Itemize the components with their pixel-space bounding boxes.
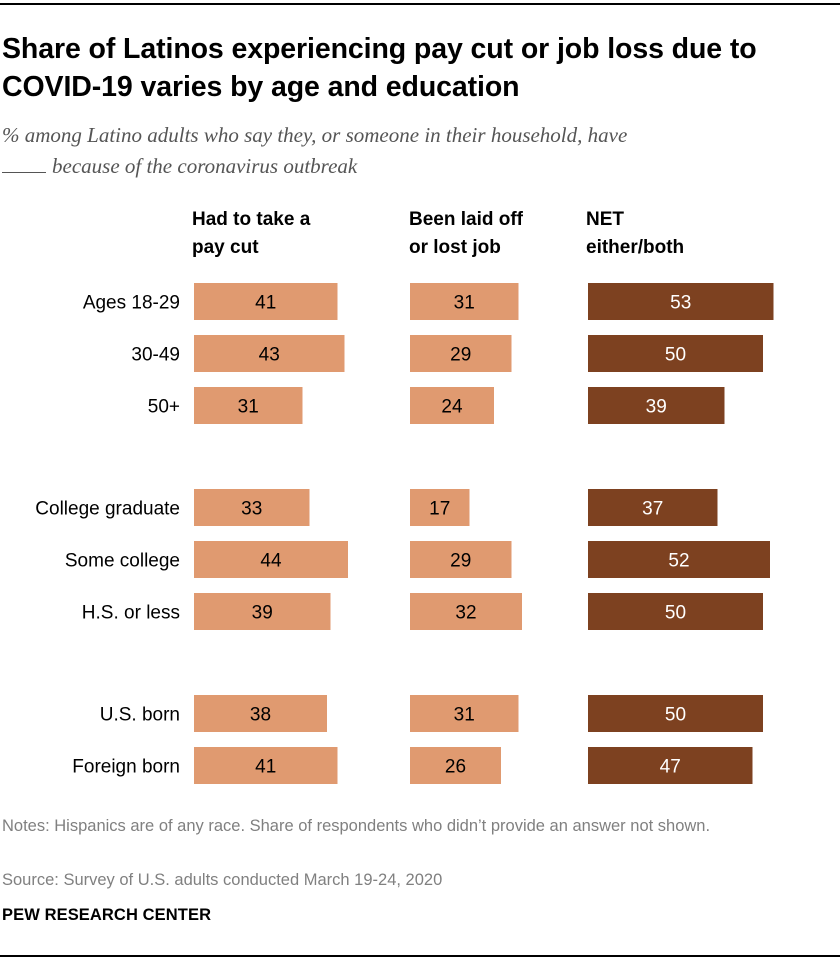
row-label-ages-18-29: Ages 18-29 xyxy=(83,293,180,314)
header-pay-cut-line-2: pay cut xyxy=(192,237,259,258)
bar-net-either-both-u-s-born xyxy=(588,695,763,732)
row-label-h-s-or-less: H.S. or less xyxy=(82,603,180,624)
value-label-been-laid-off-or-lost-job-college-graduate: 17 xyxy=(429,499,450,520)
bar-been-laid-off-or-lost-job-some-college xyxy=(410,541,512,578)
subtitle-suffix: because of the coronavirus outbreak xyxy=(52,154,358,178)
bar-had-to-take-a-pay-cut-30-49 xyxy=(194,335,345,372)
bar-had-to-take-a-pay-cut-h-s-or-less xyxy=(194,593,331,630)
row-label-50: 50+ xyxy=(148,397,180,418)
bar-net-either-both-some-college xyxy=(588,541,770,578)
bar-had-to-take-a-pay-cut-some-college xyxy=(194,541,348,578)
row-label-college-graduate: College graduate xyxy=(35,499,180,520)
value-label-had-to-take-a-pay-cut-u-s-born: 38 xyxy=(250,705,271,726)
header-pay-cut: Had to take a pay cut xyxy=(192,206,362,262)
bar-been-laid-off-or-lost-job-foreign-born xyxy=(410,747,501,784)
bar-been-laid-off-or-lost-job-30-49 xyxy=(410,335,512,372)
bar-had-to-take-a-pay-cut-u-s-born xyxy=(194,695,327,732)
row-label-30-49: 30-49 xyxy=(131,345,180,366)
value-label-net-either-both-h-s-or-less: 50 xyxy=(665,603,686,624)
bar-had-to-take-a-pay-cut-college-graduate xyxy=(194,489,310,526)
bottom-rule xyxy=(0,955,840,957)
bar-net-either-both-30-49 xyxy=(588,335,763,372)
value-label-been-laid-off-or-lost-job-h-s-or-less: 32 xyxy=(455,603,476,624)
bar-been-laid-off-or-lost-job-ages-18-29 xyxy=(410,283,519,320)
value-label-had-to-take-a-pay-cut-30-49: 43 xyxy=(259,345,280,366)
header-net-line-1: NET xyxy=(586,209,624,230)
bar-net-either-both-50 xyxy=(588,387,725,424)
row-label-some-college: Some college xyxy=(65,551,180,572)
value-label-net-either-both-50: 39 xyxy=(646,397,667,418)
chart-notes: Notes: Hispanics are of any race. Share … xyxy=(2,817,711,835)
row-label-foreign-born: Foreign born xyxy=(72,757,180,778)
value-label-been-laid-off-or-lost-job-u-s-born: 31 xyxy=(454,705,475,726)
row-label-u-s-born: U.S. born xyxy=(100,705,180,726)
value-label-been-laid-off-or-lost-job-ages-18-29: 31 xyxy=(454,293,475,314)
header-net-line-2: either/both xyxy=(586,237,685,258)
brand-footer: PEW RESEARCH CENTER xyxy=(2,906,212,924)
bar-been-laid-off-or-lost-job-h-s-or-less xyxy=(410,593,522,630)
value-label-net-either-both-some-college: 52 xyxy=(668,551,689,572)
header-laid-off: Been laid off or lost job xyxy=(409,206,579,262)
bar-had-to-take-a-pay-cut-50 xyxy=(194,387,303,424)
subtitle-prefix: % among Latino adults who say they, or s… xyxy=(2,123,628,147)
header-laid-off-line-1: Been laid off xyxy=(409,209,524,230)
bar-had-to-take-a-pay-cut-ages-18-29 xyxy=(194,283,338,320)
bar-been-laid-off-or-lost-job-u-s-born xyxy=(410,695,519,732)
value-label-net-either-both-college-graduate: 37 xyxy=(642,499,663,520)
bar-net-either-both-ages-18-29 xyxy=(588,283,774,320)
bar-net-either-both-foreign-born xyxy=(588,747,753,784)
value-label-been-laid-off-or-lost-job-foreign-born: 26 xyxy=(445,757,466,778)
value-label-had-to-take-a-pay-cut-foreign-born: 41 xyxy=(255,757,276,778)
value-label-had-to-take-a-pay-cut-college-graduate: 33 xyxy=(241,499,262,520)
value-label-been-laid-off-or-lost-job-30-49: 29 xyxy=(450,345,471,366)
value-label-had-to-take-a-pay-cut-50: 31 xyxy=(238,397,259,418)
chart-source: Source: Survey of U.S. adults conducted … xyxy=(2,871,443,889)
bar-been-laid-off-or-lost-job-50 xyxy=(410,387,494,424)
bar-had-to-take-a-pay-cut-foreign-born xyxy=(194,747,338,784)
value-label-net-either-both-ages-18-29: 53 xyxy=(670,293,691,314)
value-label-been-laid-off-or-lost-job-50: 24 xyxy=(441,397,463,418)
value-label-had-to-take-a-pay-cut-some-college: 44 xyxy=(260,551,282,572)
bar-net-either-both-h-s-or-less xyxy=(588,593,763,630)
header-laid-off-line-2: or lost job xyxy=(409,237,501,258)
bar-net-either-both-college-graduate xyxy=(588,489,718,526)
value-label-net-either-both-foreign-born: 47 xyxy=(660,757,681,778)
value-label-had-to-take-a-pay-cut-h-s-or-less: 39 xyxy=(252,603,273,624)
value-label-had-to-take-a-pay-cut-ages-18-29: 41 xyxy=(255,293,276,314)
value-label-net-either-both-30-49: 50 xyxy=(665,345,686,366)
header-pay-cut-line-1: Had to take a xyxy=(192,209,311,230)
chart-subtitle: % among Latino adults who say they, or s… xyxy=(2,120,832,182)
bar-been-laid-off-or-lost-job-college-graduate xyxy=(410,489,470,526)
chart-title: Share of Latinos experiencing pay cut or… xyxy=(2,33,757,103)
header-net: NET either/both xyxy=(586,206,756,262)
top-rule xyxy=(0,3,840,5)
value-label-net-either-both-u-s-born: 50 xyxy=(665,705,686,726)
subtitle-blank xyxy=(2,172,46,173)
value-label-been-laid-off-or-lost-job-some-college: 29 xyxy=(450,551,471,572)
